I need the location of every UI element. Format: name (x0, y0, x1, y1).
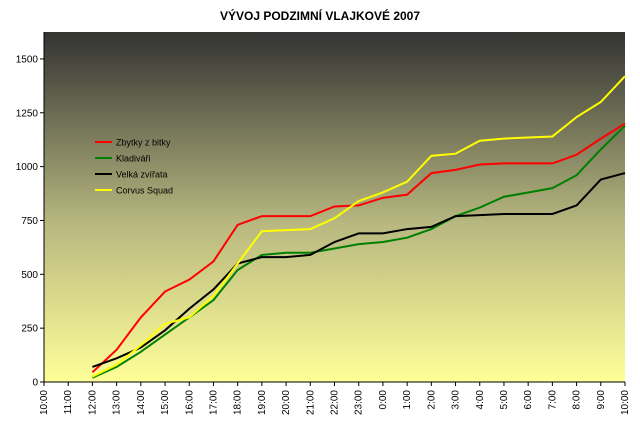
series-line (91, 75, 626, 378)
x-tick-label: 22:00 (330, 390, 341, 415)
x-tick-label: 16:00 (184, 390, 195, 415)
x-tick-label: 19:00 (257, 390, 268, 415)
x-tick-label: 8:00 (572, 390, 583, 410)
series-line (92, 172, 626, 368)
x-tick-label: 2:00 (426, 390, 437, 410)
x-tick-label: 9:00 (596, 390, 607, 410)
x-tick-label: 21:00 (305, 390, 316, 415)
x-tick-label: 7:00 (547, 390, 558, 410)
legend-label: Velká zvířata (116, 170, 168, 180)
y-tick-label: 0 (32, 378, 38, 389)
x-tick-label: 12:00 (87, 390, 98, 415)
x-tick-label: 4:00 (475, 390, 486, 410)
x-tick-label: 5:00 (499, 390, 510, 410)
y-tick-label: 1000 (16, 162, 39, 173)
legend-label: Zbytky z bitky (116, 138, 171, 148)
x-tick-label: 18:00 (233, 390, 244, 415)
series-line (92, 124, 626, 379)
y-tick-label: 250 (21, 324, 38, 335)
x-tick-label: 17:00 (208, 390, 219, 415)
x-tick-label: 11:00 (63, 390, 74, 415)
legend-label: Kladiváři (116, 154, 151, 164)
x-tick-label: 6:00 (523, 390, 534, 410)
x-tick-label: 10:00 (620, 390, 631, 415)
x-tick-label: 1:00 (402, 390, 413, 410)
x-tick-label: 0:00 (378, 390, 389, 410)
series-line (91, 122, 626, 374)
chart-title: VÝVOJ PODZIMNÍ VLAJKOVÉ 2007 (220, 8, 420, 23)
x-tick-label: 20:00 (281, 390, 292, 415)
x-tick-label: 3:00 (451, 390, 462, 410)
y-tick-label: 500 (21, 270, 38, 281)
x-tick-label: 13:00 (112, 390, 123, 415)
legend-label: Corvus Squad (116, 186, 173, 196)
y-tick-label: 1250 (16, 108, 39, 119)
x-tick-label: 10:00 (39, 390, 50, 415)
x-tick-label: 15:00 (160, 390, 171, 415)
x-tick-label: 14:00 (136, 390, 147, 415)
x-tick-label: 23:00 (354, 390, 365, 415)
y-tick-label: 750 (21, 216, 38, 227)
y-tick-label: 1500 (16, 54, 39, 65)
